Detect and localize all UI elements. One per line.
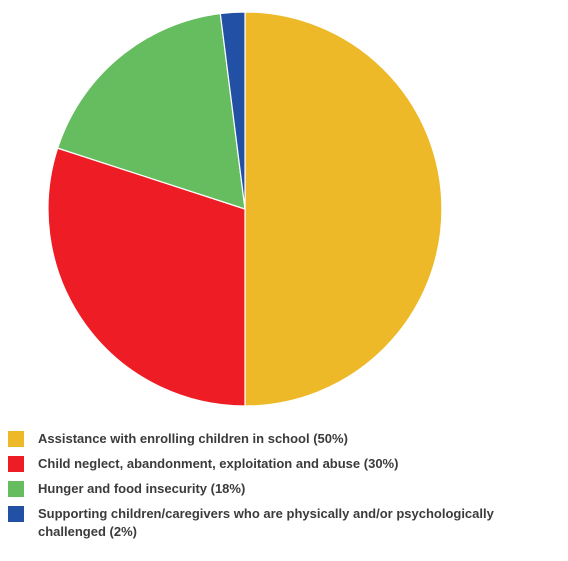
legend-swatch xyxy=(8,506,24,522)
legend-label: Supporting children/caregivers who are p… xyxy=(38,506,494,539)
legend-item-school-enrollment: Assistance with enrolling children in sc… xyxy=(8,430,563,448)
pie-slice-school-enrollment xyxy=(244,11,443,407)
legend: Assistance with enrolling children in sc… xyxy=(8,430,563,548)
pie-slice-challenged-support xyxy=(219,11,246,210)
legend-swatch xyxy=(8,431,24,447)
legend-label: Hunger and food insecurity (18%) xyxy=(38,481,246,496)
legend-label: Assistance with enrolling children in sc… xyxy=(38,431,348,446)
legend-item-child-neglect: Child neglect, abandonment, exploitation… xyxy=(8,455,563,473)
legend-swatch xyxy=(8,456,24,472)
legend-label: Child neglect, abandonment, exploitation… xyxy=(38,456,399,471)
pie-slice-hunger xyxy=(57,12,246,210)
legend-item-hunger: Hunger and food insecurity (18%) xyxy=(8,480,563,498)
legend-swatch xyxy=(8,481,24,497)
pie-slice-child-neglect xyxy=(47,147,246,407)
legend-item-challenged-support: Supporting children/caregivers who are p… xyxy=(8,505,563,541)
pie-chart xyxy=(47,11,443,407)
